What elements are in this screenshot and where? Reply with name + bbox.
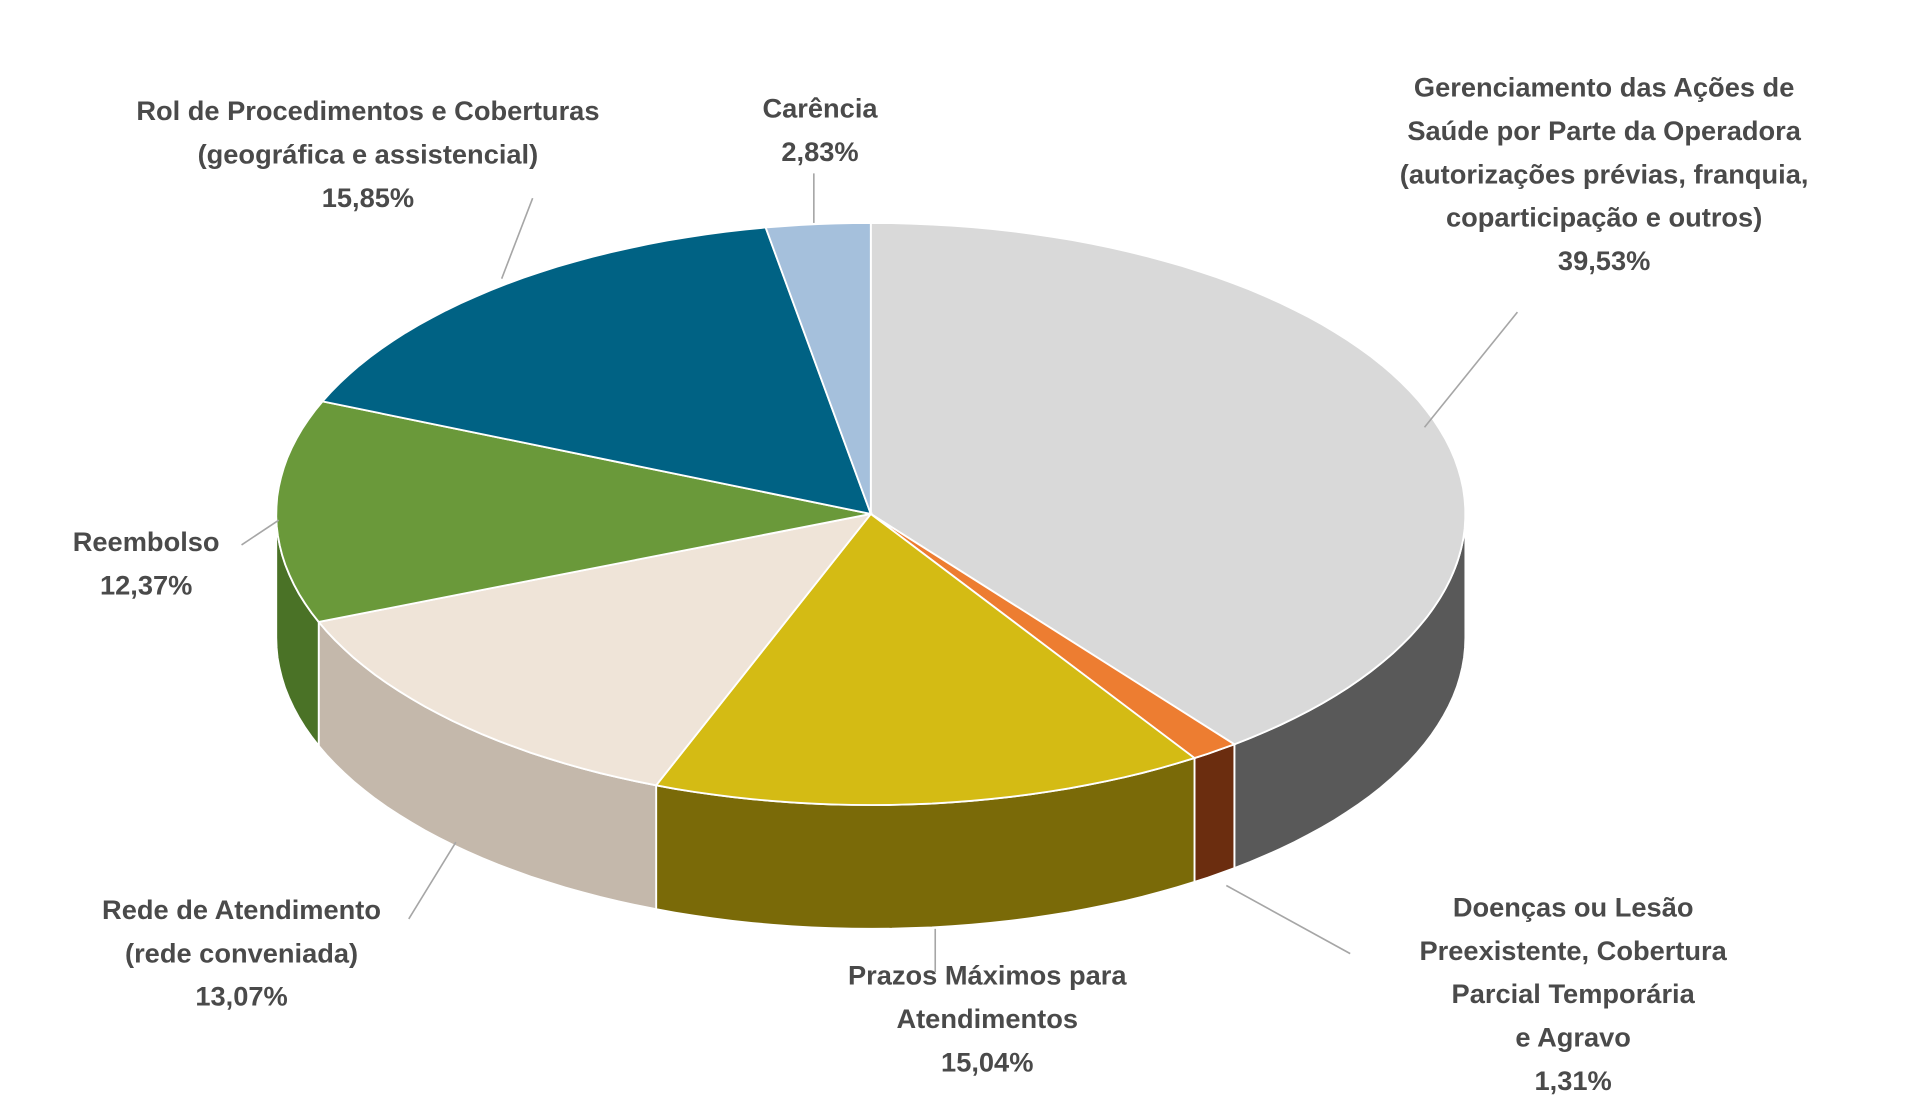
slice-value: 39,53% xyxy=(1558,245,1650,276)
slice-label: Saúde por Parte da Operadora xyxy=(1407,115,1801,146)
leader-line-3 xyxy=(408,841,457,920)
pie-slices xyxy=(275,221,1467,806)
slice-value: 2,83% xyxy=(781,136,858,167)
slice-value: 1,31% xyxy=(1535,1065,1612,1096)
leader-line-0 xyxy=(1423,311,1519,428)
leader-line-5 xyxy=(500,197,534,279)
pie-slice-4[interactable] xyxy=(275,400,871,623)
slice-label: coparticipação e outros) xyxy=(1446,202,1762,233)
pie-side-1 xyxy=(1193,743,1236,884)
data-labels: Gerenciamento das Ações de Saúde por Part… xyxy=(73,72,1809,1096)
slice-value: 12,37% xyxy=(100,569,192,600)
slice-label: Rede de Atendimento xyxy=(102,894,381,925)
leader-lines xyxy=(241,173,1519,973)
leader-line-4 xyxy=(241,519,280,546)
slice-label: e Agravo xyxy=(1515,1022,1631,1053)
slice-label: Rol de Procedimentos e Coberturas xyxy=(136,95,599,126)
slice-value: 15,04% xyxy=(941,1046,1033,1077)
slice-label: Parcial Temporária xyxy=(1452,978,1696,1009)
slice-label: (geográfica e assistencial) xyxy=(198,138,539,169)
slice-label: Doenças ou Lesão xyxy=(1453,891,1694,922)
slice-label: Carência xyxy=(762,93,878,124)
slice-label: (rede conveniada) xyxy=(125,937,358,968)
pie-slice-6[interactable] xyxy=(764,221,872,515)
pie-slice-3[interactable] xyxy=(316,512,874,787)
leader-line-1 xyxy=(1225,884,1351,955)
slice-label: (autorizações prévias, franquia, xyxy=(1400,158,1809,189)
slice-value: 13,07% xyxy=(195,981,287,1012)
pie-slice-5[interactable] xyxy=(320,226,873,516)
slice-label: Reembolso xyxy=(73,526,220,557)
slice-label: Gerenciamento das Ações de xyxy=(1414,72,1794,103)
slice-label: Preexistente, Cobertura xyxy=(1420,935,1728,966)
pie-slice-2[interactable] xyxy=(654,512,1197,806)
slice-value: 15,85% xyxy=(322,182,414,213)
pie-slice-0[interactable] xyxy=(869,221,1467,746)
slice-label: Atendimentos xyxy=(896,1003,1078,1034)
slice-label: Prazos Máximos para xyxy=(848,960,1127,991)
